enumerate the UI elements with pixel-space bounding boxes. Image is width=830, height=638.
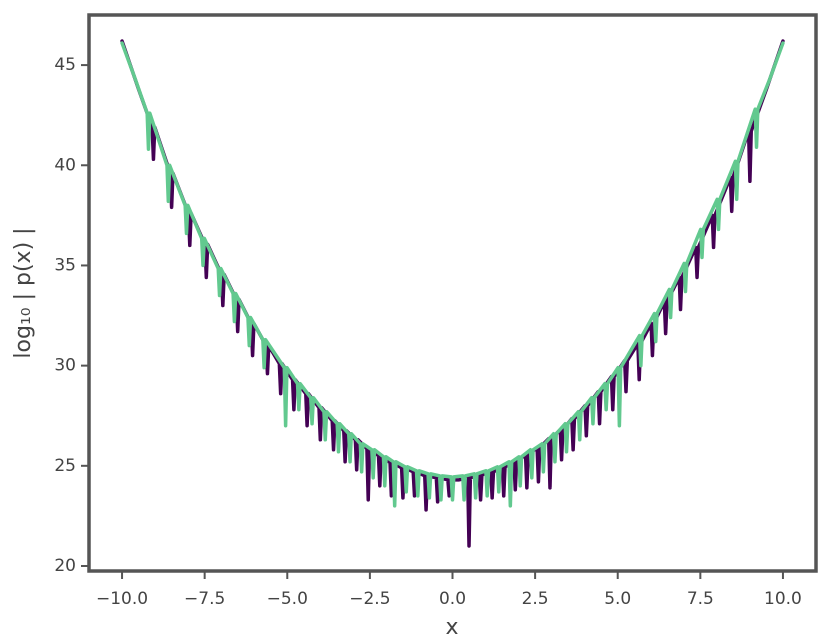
data-line	[120, 41, 785, 508]
y-tick-label: 35	[54, 255, 76, 275]
x-tick-label: −2.5	[349, 589, 390, 609]
y-tick-label: 20	[54, 556, 76, 576]
x-tick-label: 2.5	[522, 589, 549, 609]
y-tick-label: 40	[54, 155, 76, 175]
x-tick-label: 0.0	[439, 589, 466, 609]
x-tick-label: −5.0	[267, 589, 308, 609]
x-tick-label: 5.0	[604, 589, 631, 609]
y-axis-label: log₁₀ | p(x) |	[11, 227, 36, 358]
plot-frame	[87, 13, 818, 573]
x-tick-label: 7.5	[687, 589, 714, 609]
x-tick-label: −10.0	[96, 589, 148, 609]
y-tick-label: 45	[54, 55, 76, 75]
x-tick-label: 10.0	[764, 589, 802, 609]
y-tick-label: 25	[54, 456, 76, 476]
x-tick-label: −7.5	[184, 589, 225, 609]
x-axis-label: x	[445, 615, 458, 638]
y-tick-label: 30	[54, 356, 76, 376]
